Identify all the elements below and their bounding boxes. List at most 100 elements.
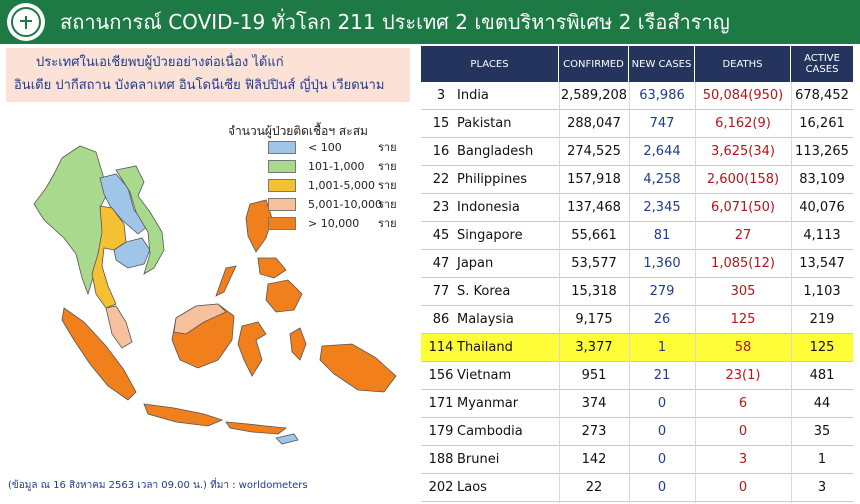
table-header: PLACES CONFIRMED NEW CASES DEATHS ACTIVE… [421,46,853,82]
cell-new-cases: 1,360 [643,256,681,271]
cell-deaths: 6 [738,396,748,411]
cell-active-cases: 16,261 [799,116,845,131]
table-row: 188 Brunei 142 0 3 1 [421,446,853,474]
header-new-cases: NEW CASES [629,46,695,82]
cell-place: Laos [457,480,487,495]
cell-new-cases: 4,258 [643,172,681,187]
table-row: 171 Myanmar 374 0 6 44 [421,390,853,418]
table-row: 114 Thailand 3,377 1 58 125 [421,334,853,362]
map-mindanao [265,279,303,313]
cell-deaths: 3 [738,452,748,467]
page-title: สถานการณ์ COVID-19 ทั่วโลก 211 ประเทศ 2 … [60,10,730,34]
table-row: 3 India 2,589,208 63,986 50,084(950) 678,452 [421,82,853,110]
cell-place: Myanmar [457,396,519,411]
map-malaysia-peninsula [105,305,133,349]
legend-unit: ราย [378,198,397,211]
legend-range: < 100 [308,141,342,154]
legend-swatch [268,198,296,211]
cell-confirmed: 274,525 [567,144,621,159]
cell-active-cases: 44 [813,396,831,411]
legend-unit: ราย [378,160,397,173]
table-row: 179 Cambodia 273 0 0 35 [421,418,853,446]
legend-swatch [268,179,296,192]
map-visayas [257,257,287,279]
note-line-1: ประเทศในเอเชียพบผู้ป่วยอย่างต่อเนื่อง ได… [36,55,284,70]
map-timor [275,433,299,445]
cell-confirmed: 157,918 [567,172,621,187]
table-row: 47 Japan 53,577 1,360 1,085(12) 13,547 [421,250,853,278]
cell-rank: 86 [432,312,450,327]
map-laos [99,173,149,235]
map-sulawesi [237,321,267,377]
cell-confirmed: 3,377 [575,340,613,355]
map-vietnam [115,165,165,275]
cell-active-cases: 13,547 [799,256,845,271]
map-nusa-tenggara [225,421,288,435]
legend-item: < 100 ราย [268,140,408,155]
cell-confirmed: 273 [581,424,607,439]
header-confirmed: CONFIRMED [559,46,629,82]
legend-range: 1,001-5,000 [308,179,375,192]
legend-swatch [268,141,296,154]
cell-confirmed: 9,175 [575,312,613,327]
cell-deaths: 50,084(950) [702,88,784,103]
cell-deaths: 23(1) [725,368,761,383]
cell-place: Vietnam [457,368,512,383]
cell-deaths: 1,085(12) [711,256,775,271]
cell-rank: 114 [428,340,454,355]
cell-deaths: 6,071(50) [711,200,775,215]
cell-rank: 3 [436,88,446,103]
cell-rank: 77 [432,284,450,299]
cell-rank: 45 [432,228,450,243]
table-row: 156 Vietnam 951 21 23(1) 481 [421,362,853,390]
map-sarawak [173,303,227,335]
legend-item: 101-1,000 ราย [268,159,408,174]
table-row: 16 Bangladesh 274,525 2,644 3,625(34) 113,265 [421,138,853,166]
legend-item: 5,001-10,000 ราย [268,197,408,212]
cell-confirmed: 15,318 [571,284,617,299]
cell-new-cases: 21 [653,368,671,383]
cell-deaths: 3,625(34) [711,144,775,159]
cell-place: Cambodia [457,424,523,439]
legend-title: จำนวนผู้ป่วยติดเชื้อฯ สะสม [228,124,368,138]
cell-deaths: 58 [734,340,752,355]
cell-place: Thailand [457,340,513,355]
cell-active-cases: 3 [817,480,827,495]
cell-new-cases: 747 [649,116,675,131]
cell-confirmed: 288,047 [567,116,621,131]
cell-place: Indonesia [457,200,520,215]
cell-deaths: 0 [738,424,748,439]
cell-place: Bangladesh [457,144,534,159]
legend-unit: ราย [378,179,397,192]
cell-active-cases: 219 [809,312,835,327]
cell-place: Brunei [457,452,500,467]
legend-item: > 10,000 ราย [268,216,408,231]
southeast-asia-map [33,145,397,445]
cell-new-cases: 26 [653,312,671,327]
cell-active-cases: 35 [813,424,831,439]
cell-deaths: 305 [730,284,756,299]
legend-swatch [268,160,296,173]
cell-new-cases: 0 [657,480,667,495]
legend-unit: ราย [378,217,397,230]
header-active-cases: ACTIVE CASES [791,46,853,82]
cell-deaths: 2,600(158) [706,172,780,187]
cell-rank: 15 [432,116,450,131]
cell-new-cases: 0 [657,424,667,439]
cell-active-cases: 678,452 [795,88,849,103]
cell-active-cases: 125 [809,340,835,355]
header-deaths: DEATHS [695,46,791,82]
source-footnote: (ข้อมูล ณ 16 สิงหาคม 2563 เวลา 09.00 น.)… [8,480,308,491]
cell-deaths: 6,162(9) [715,116,771,131]
note-line-2: อินเดีย ปากีสถาน บังคลาเทศ อินโดนีเซีย ฟ… [14,78,385,93]
cell-active-cases: 1,103 [803,284,841,299]
legend-item: 1,001-5,000 ราย [268,178,408,193]
cell-new-cases: 63,986 [639,88,685,103]
cell-active-cases: 1 [817,452,827,467]
map-thailand [91,205,127,309]
asia-note-box: ประเทศในเอเชียพบผู้ป่วยอย่างต่อเนื่อง ได… [6,48,410,102]
table-row: 77 S. Korea 15,318 279 305 1,103 [421,278,853,306]
cell-rank: 47 [432,256,450,271]
cell-place: Pakistan [457,116,512,131]
cell-new-cases: 0 [657,452,667,467]
